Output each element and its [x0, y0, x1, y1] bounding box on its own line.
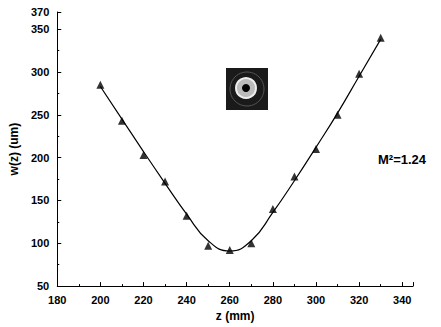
svg-text:340: 340: [393, 294, 411, 306]
svg-text:50: 50: [37, 280, 49, 292]
svg-text:240: 240: [177, 294, 195, 306]
svg-text:300: 300: [307, 294, 325, 306]
svg-text:280: 280: [264, 294, 282, 306]
svg-text:370: 370: [31, 6, 49, 18]
svg-text:150: 150: [31, 194, 49, 206]
svg-text:z (mm): z (mm): [216, 309, 255, 323]
svg-text:300: 300: [31, 66, 49, 78]
svg-text:220: 220: [134, 294, 152, 306]
svg-text:w(z) (um): w(z) (um): [7, 123, 21, 177]
svg-text:350: 350: [31, 23, 49, 35]
svg-text:200: 200: [31, 152, 49, 164]
svg-text:260: 260: [221, 294, 239, 306]
svg-text:320: 320: [350, 294, 368, 306]
svg-text:100: 100: [31, 237, 49, 249]
svg-text:250: 250: [31, 109, 49, 121]
svg-text:M²=1.24: M²=1.24: [378, 152, 427, 167]
svg-text:200: 200: [91, 294, 109, 306]
svg-text:180: 180: [48, 294, 66, 306]
